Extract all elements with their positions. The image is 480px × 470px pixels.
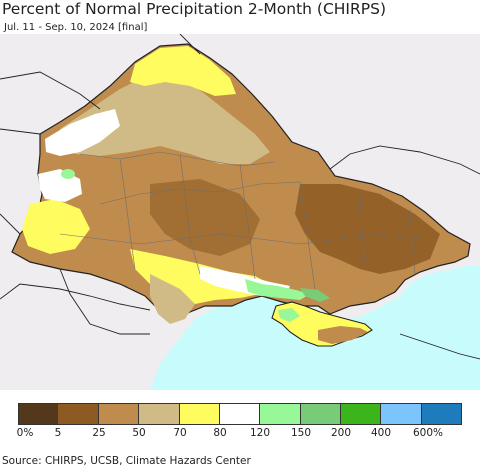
legend-frame	[18, 403, 462, 425]
legend-swatch-0	[18, 403, 59, 425]
legend-swatch-2	[98, 403, 140, 425]
yellow-west	[22, 199, 90, 254]
neighbor-borders	[0, 34, 480, 360]
legend-tick-7: 150	[290, 427, 312, 439]
legend-tick-8: 200	[330, 427, 352, 439]
green-west-patch	[61, 169, 75, 179]
legend-swatch-9	[381, 403, 422, 425]
legend-swatch-7	[300, 403, 341, 425]
legend-swatch-4	[179, 403, 220, 425]
tan-southwest	[150, 274, 195, 324]
legend-tick-1: 5	[54, 427, 62, 439]
precipitation-map	[0, 34, 480, 390]
crimea-south-tan	[318, 326, 368, 344]
legend-swatch-5	[219, 403, 261, 425]
source-credit: Source: CHIRPS, UCSB, Climate Hazards Ce…	[2, 455, 251, 467]
legend-swatch-6	[260, 403, 301, 425]
dry-zone-center	[150, 179, 260, 256]
legend-tick-6: 120	[249, 427, 271, 439]
legend-tick-10: 600%	[412, 427, 444, 439]
legend-tick-3: 50	[132, 427, 146, 439]
legend-tick-0: 0%	[16, 427, 34, 439]
green-south-patch	[245, 279, 310, 300]
white-northwest	[45, 109, 120, 156]
map-title: Percent of Normal Precipitation 2-Month …	[2, 0, 386, 18]
yellow-north	[130, 46, 236, 96]
legend-tick-9: 400	[370, 427, 392, 439]
legend-tick-5: 80	[213, 427, 227, 439]
tan-north	[60, 74, 270, 164]
map-subtitle: Jul. 11 - Sep. 10, 2024 [final]	[4, 22, 148, 33]
green-azov-patch	[300, 288, 330, 302]
legend-swatch-8	[340, 403, 382, 425]
legend-tick-2: 25	[92, 427, 106, 439]
dry-zone-east	[295, 184, 440, 274]
legend-swatch-1	[58, 403, 99, 425]
legend-swatch-3	[139, 403, 180, 425]
oblast-borders	[59, 151, 421, 290]
crimea-green	[278, 308, 300, 322]
legend-tick-4: 70	[173, 427, 187, 439]
